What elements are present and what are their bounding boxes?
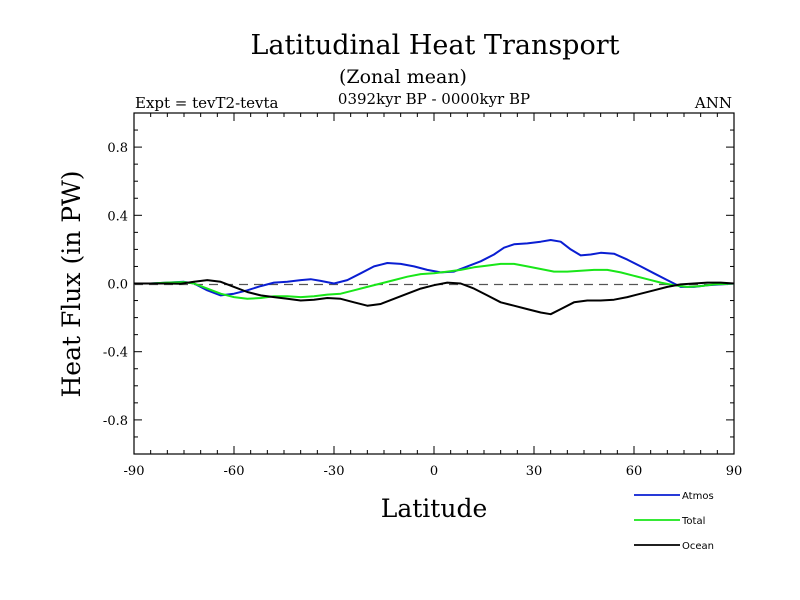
x-tick-label: -90 (124, 464, 145, 479)
legend-label-total: Total (681, 516, 705, 527)
x-tick-label: 0 (430, 464, 438, 479)
x-tick-label: 30 (526, 464, 543, 479)
y-tick-label: -0.4 (103, 346, 128, 361)
x-tick-label: -60 (224, 464, 245, 479)
y-tick-label: 0.0 (107, 278, 128, 293)
y-axis-title: Heat Flux (in PW) (57, 170, 86, 397)
series-total-line (134, 262, 735, 300)
legend-label-ocean: Ocean (682, 541, 714, 552)
x-tick-label: -30 (324, 464, 345, 479)
period-label: 0392kyr BP - 0000kyr BP (337, 90, 531, 108)
season-label: ANN (694, 94, 732, 112)
axis-ticks: -90 -60 -30 0 30 60 90 -0.8 -0.4 0.0 0.4 0.8 (103, 112, 743, 479)
chart-title: Latitudinal Heat Transport (250, 30, 620, 61)
x-tick-label: 60 (626, 464, 643, 479)
legend: Atmos Total Ocean (634, 491, 714, 552)
series-atmos-line (134, 239, 735, 297)
chart-subtitle: (Zonal mean) (339, 66, 467, 88)
y-tick-label: -0.8 (103, 414, 128, 429)
legend-label-atmos: Atmos (682, 491, 714, 502)
x-tick-label: 90 (726, 464, 743, 479)
experiment-label: Expt = tevT2-tevta (135, 94, 279, 112)
series-ocean-line (134, 279, 735, 316)
series-group (134, 239, 735, 316)
y-tick-label: 0.4 (107, 209, 128, 224)
x-axis-title: Latitude (381, 494, 488, 523)
y-tick-label: 0.8 (107, 141, 128, 156)
